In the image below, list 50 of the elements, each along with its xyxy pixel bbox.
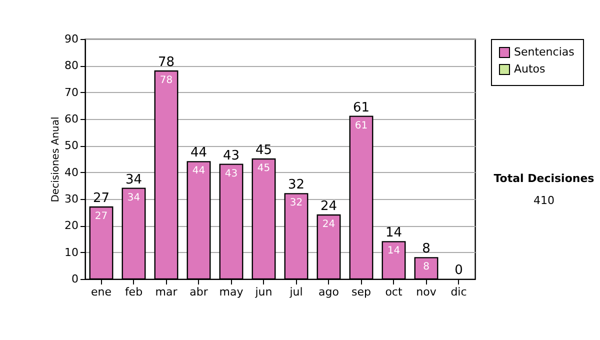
x-tick-label: abr bbox=[190, 286, 208, 298]
y-tick-label: 70 bbox=[64, 86, 78, 99]
y-tick-label: 30 bbox=[64, 192, 78, 206]
x-tick-label: nov bbox=[416, 286, 437, 298]
y-tick-label: 10 bbox=[64, 246, 78, 259]
data-label: 24 bbox=[322, 219, 336, 230]
total-label: 34 bbox=[125, 172, 142, 188]
data-label: 27 bbox=[94, 211, 108, 222]
total-label: 78 bbox=[158, 55, 175, 70]
y-tick-label: 40 bbox=[64, 166, 78, 179]
data-label: 8 bbox=[423, 262, 430, 273]
y-tick-label: 50 bbox=[64, 139, 78, 152]
x-tick-label: jun bbox=[254, 286, 272, 298]
y-tick-label: 60 bbox=[64, 112, 78, 126]
total-label: 32 bbox=[288, 178, 305, 193]
total-label: 44 bbox=[190, 146, 208, 161]
y-tick-label: 20 bbox=[64, 219, 78, 232]
x-tick-label: ago bbox=[318, 286, 340, 298]
data-label: 34 bbox=[127, 192, 140, 204]
data-label: 32 bbox=[290, 198, 303, 209]
y-axis-title: Decisiones Anual bbox=[50, 116, 62, 202]
data-label: 43 bbox=[224, 168, 238, 180]
data-label: 44 bbox=[192, 166, 206, 177]
y-tick-label: 0 bbox=[72, 272, 78, 286]
data-label: 45 bbox=[257, 163, 270, 174]
legend-label: Autos bbox=[514, 62, 546, 76]
x-tick-label: feb bbox=[124, 286, 143, 298]
data-label: 78 bbox=[160, 75, 173, 86]
data-label: 61 bbox=[354, 120, 368, 132]
x-tick-label: may bbox=[219, 286, 244, 298]
x-tick-label: dic bbox=[450, 286, 467, 298]
total-label: 45 bbox=[255, 143, 272, 158]
y-tick-label: 80 bbox=[64, 59, 78, 72]
total-label: 24 bbox=[320, 199, 338, 214]
x-tick-label: oct bbox=[385, 286, 403, 298]
legend-label: Sentencias bbox=[514, 46, 575, 58]
text: 410 bbox=[532, 193, 556, 209]
total-label: 0 bbox=[454, 263, 463, 278]
x-tick-label: mar bbox=[155, 286, 178, 298]
total-label: 61 bbox=[352, 100, 370, 116]
x-tick-label: sep bbox=[352, 286, 372, 298]
total-label: 27 bbox=[92, 191, 110, 206]
total-label: 8 bbox=[422, 242, 430, 257]
x-tick-label: jul bbox=[288, 286, 303, 298]
total-label: 14 bbox=[385, 226, 402, 241]
data-label: 14 bbox=[387, 246, 400, 257]
x-tick-label: ene bbox=[90, 286, 112, 298]
text: Total Decisiones bbox=[492, 171, 596, 187]
total-label: 43 bbox=[222, 148, 240, 164]
y-tick-label: 90 bbox=[64, 32, 78, 46]
